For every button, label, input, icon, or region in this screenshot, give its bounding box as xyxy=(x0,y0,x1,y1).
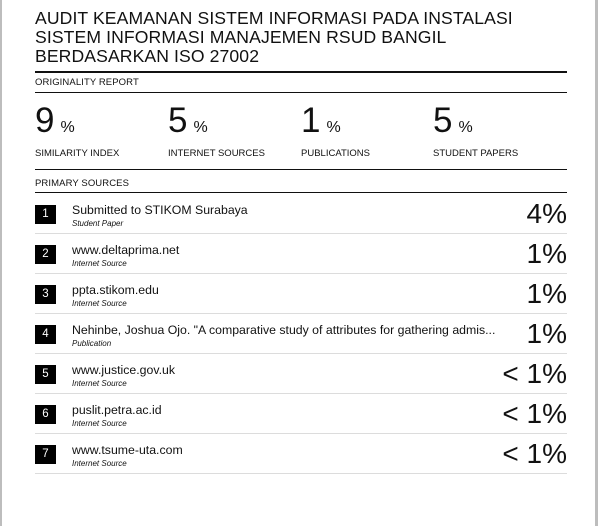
source-rank-badge: 2 xyxy=(35,245,56,264)
title-divider xyxy=(35,71,567,73)
source-percent: < 1% xyxy=(502,438,567,469)
row-separator xyxy=(35,313,567,314)
source-type: Internet Source xyxy=(72,259,127,268)
stat-label: INTERNET SOURCES xyxy=(168,148,265,159)
stat-unit: % xyxy=(193,119,208,136)
source-percent: < 1% xyxy=(502,358,567,389)
source-name[interactable]: puslit.petra.ac.id xyxy=(72,403,162,417)
stat-value: 5 xyxy=(433,101,453,140)
source-row[interactable]: 7 www.tsume-uta.com Internet Source < 1% xyxy=(35,435,567,475)
source-rank-badge: 5 xyxy=(35,365,56,384)
source-row[interactable]: 2 www.deltaprima.net Internet Source 1% xyxy=(35,235,567,275)
source-name[interactable]: www.tsume-uta.com xyxy=(72,443,183,457)
source-rank-badge: 6 xyxy=(35,405,56,424)
source-percent: 1% xyxy=(526,278,567,309)
source-rank-badge: 1 xyxy=(35,205,56,224)
originality-report-label: ORIGINALITY REPORT xyxy=(35,77,139,88)
source-type: Internet Source xyxy=(72,419,127,428)
row-separator xyxy=(35,273,567,274)
stat-unit: % xyxy=(60,119,75,136)
source-name[interactable]: Submitted to STIKOM Surabaya xyxy=(72,203,248,217)
row-separator xyxy=(35,393,567,394)
page-border-left xyxy=(0,0,2,526)
stat-value: 1 xyxy=(301,101,321,140)
row-separator xyxy=(35,473,567,474)
source-percent: 4% xyxy=(526,198,567,229)
source-rank-badge: 7 xyxy=(35,445,56,464)
source-rank-badge: 4 xyxy=(35,325,56,344)
stat-value: 5 xyxy=(168,101,188,140)
stat-internet-sources: 5% INTERNET SOURCES xyxy=(168,101,298,159)
source-type: Internet Source xyxy=(72,459,127,468)
source-name[interactable]: ppta.stikom.edu xyxy=(72,283,159,297)
page-border-right xyxy=(595,0,598,526)
source-rank-badge: 3 xyxy=(35,285,56,304)
primary-sources-label: PRIMARY SOURCES xyxy=(35,178,130,189)
source-row[interactable]: 4 Nehinbe, Joshua Ojo. "A comparative st… xyxy=(35,315,567,355)
source-row[interactable]: 6 puslit.petra.ac.id Internet Source < 1… xyxy=(35,395,567,435)
source-name[interactable]: Nehinbe, Joshua Ojo. "A comparative stud… xyxy=(72,323,496,337)
stat-similarity-index: 9% SIMILARITY INDEX xyxy=(35,101,165,159)
source-type: Publication xyxy=(72,339,112,348)
stat-unit: % xyxy=(458,119,473,136)
source-name[interactable]: www.deltaprima.net xyxy=(72,243,180,257)
stat-value: 9 xyxy=(35,101,55,140)
document-title: AUDIT KEAMANAN SISTEM INFORMASI PADA INS… xyxy=(35,8,513,66)
source-row[interactable]: 3 ppta.stikom.edu Internet Source 1% xyxy=(35,275,567,315)
stat-label: STUDENT PAPERS xyxy=(433,148,519,159)
stat-publications: 1% PUBLICATIONS xyxy=(301,101,431,159)
source-type: Student Paper xyxy=(72,219,124,228)
source-row[interactable]: 1 Submitted to STIKOM Surabaya Student P… xyxy=(35,195,567,235)
source-row[interactable]: 5 www.justice.gov.uk Internet Source < 1… xyxy=(35,355,567,395)
stats-divider xyxy=(35,169,567,170)
source-type: Internet Source xyxy=(72,299,127,308)
row-separator xyxy=(35,433,567,434)
source-name[interactable]: www.justice.gov.uk xyxy=(72,363,175,377)
stat-unit: % xyxy=(326,119,341,136)
originality-divider xyxy=(35,92,567,93)
row-separator xyxy=(35,353,567,354)
stat-student-papers: 5% STUDENT PAPERS xyxy=(433,101,563,159)
row-separator xyxy=(35,233,567,234)
source-percent: 1% xyxy=(526,238,567,269)
primary-sources-divider xyxy=(35,192,567,193)
stat-label: PUBLICATIONS xyxy=(301,148,370,159)
source-percent: 1% xyxy=(526,318,567,349)
stat-label: SIMILARITY INDEX xyxy=(35,148,120,159)
source-type: Internet Source xyxy=(72,379,127,388)
source-percent: < 1% xyxy=(502,398,567,429)
